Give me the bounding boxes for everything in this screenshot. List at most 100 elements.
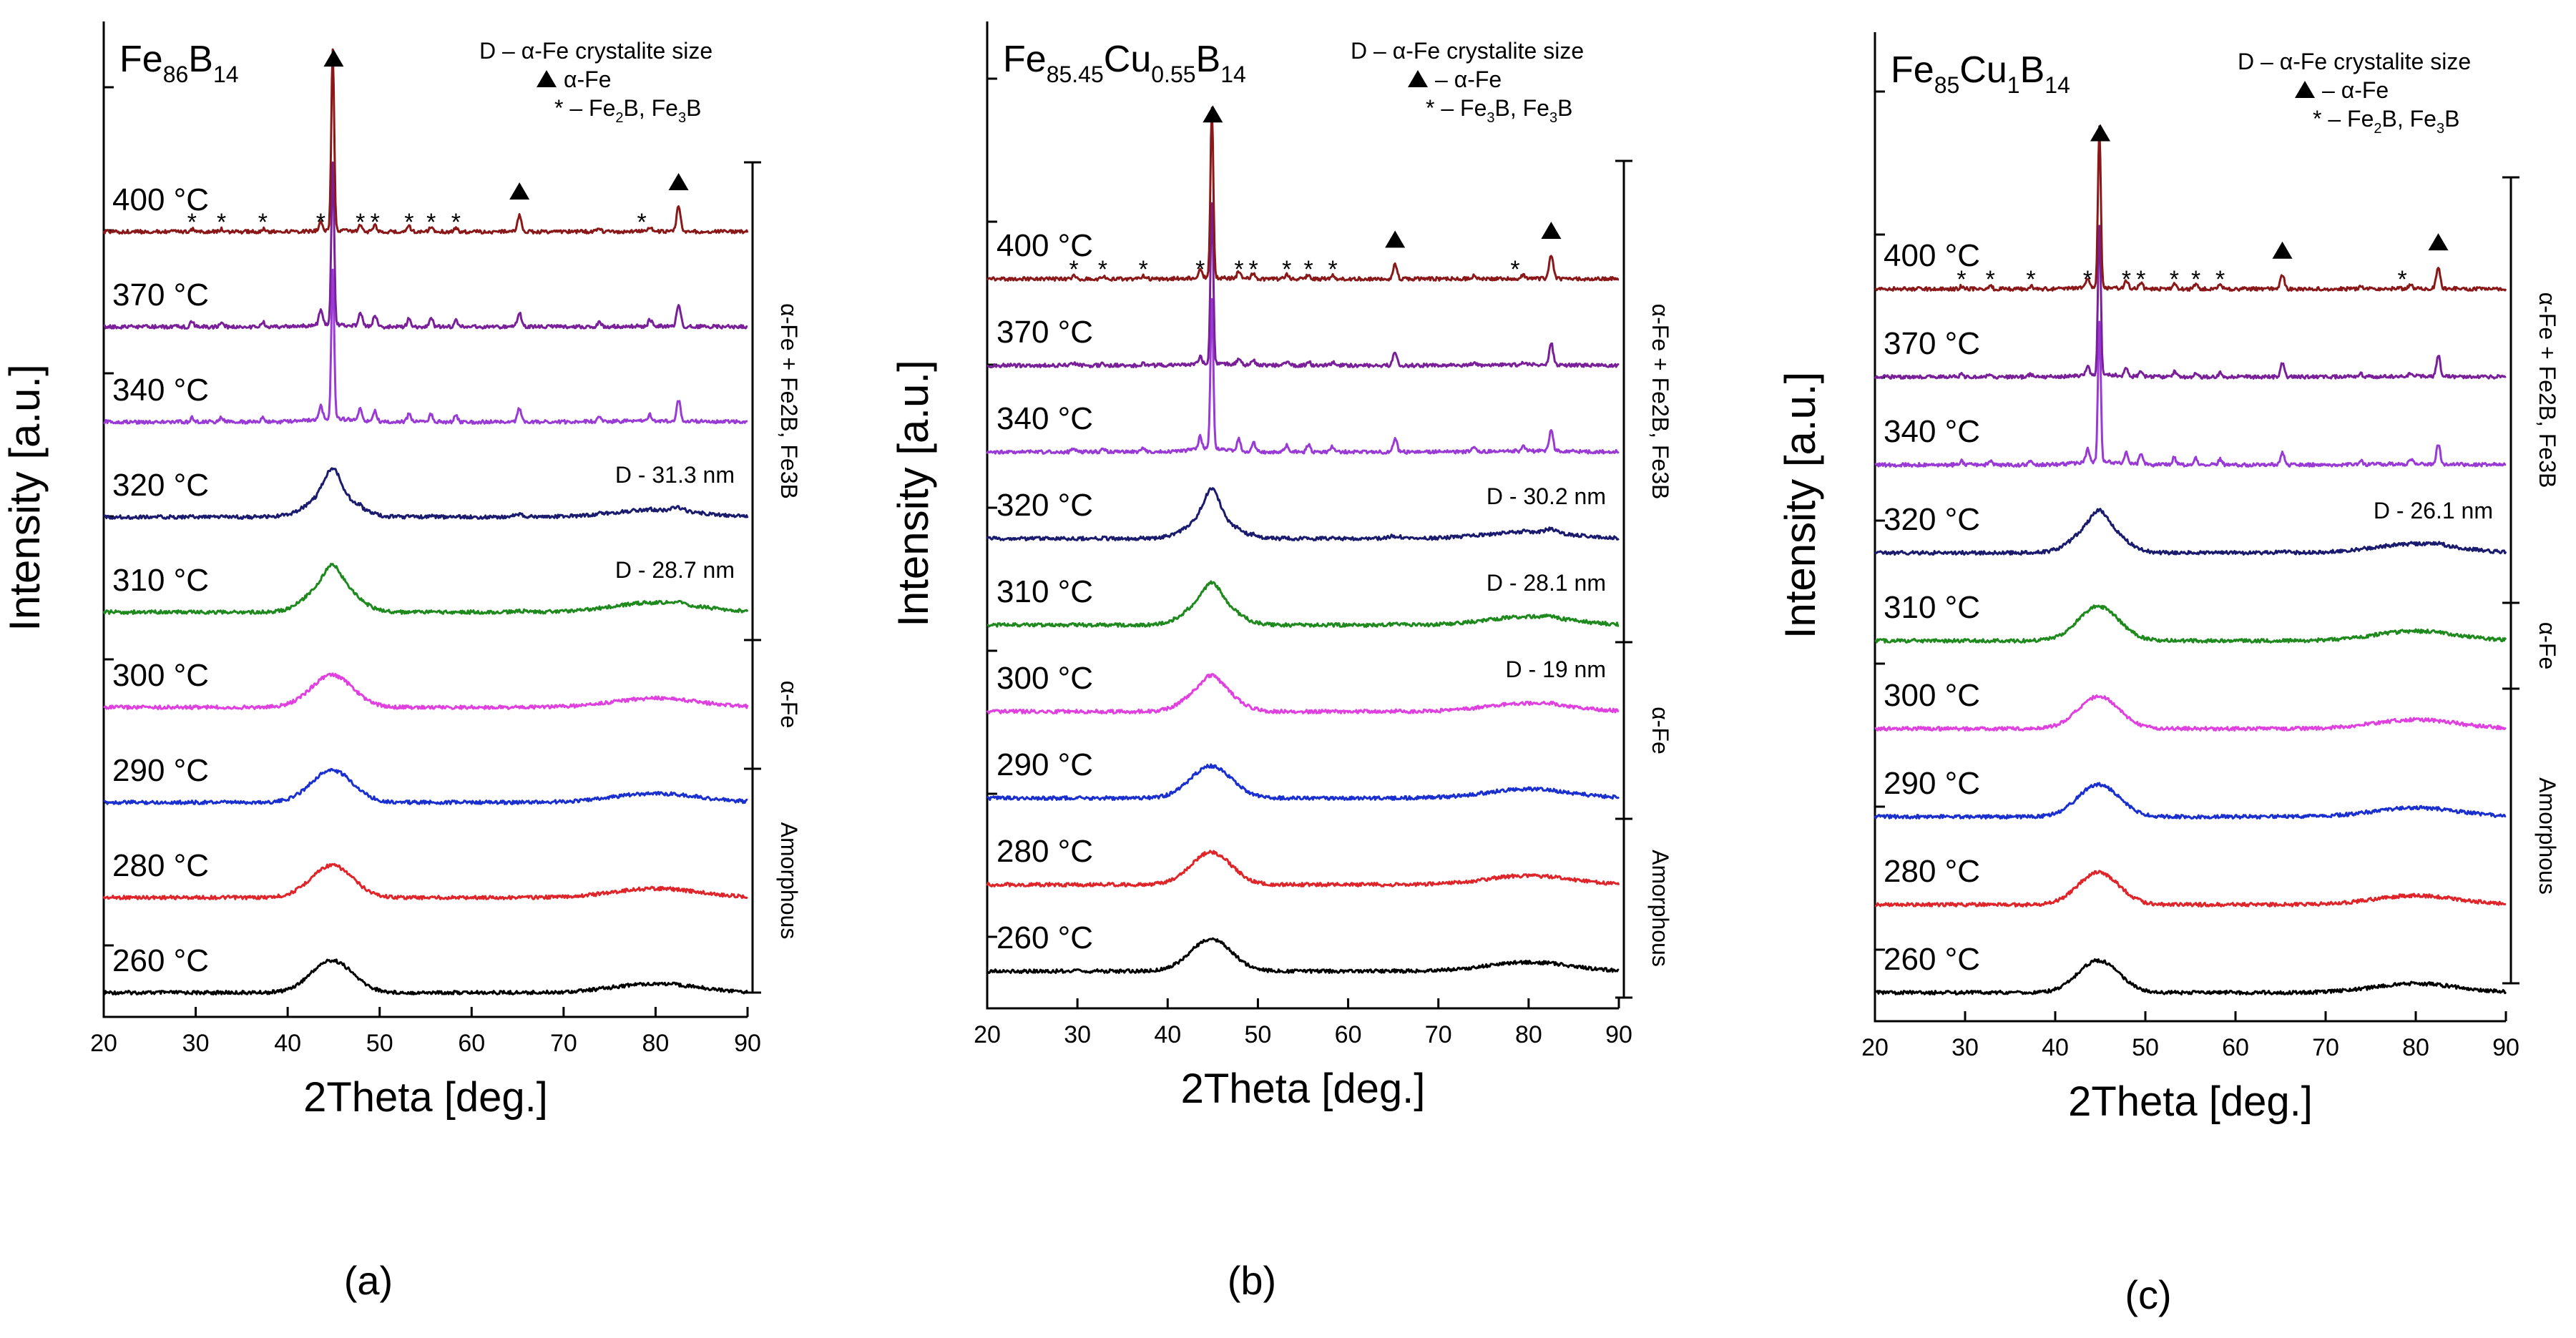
phase-label-crystalline: α-Fe + Fe2B, Fe3B <box>2535 292 2560 488</box>
xrd-trace <box>1874 870 2507 907</box>
xrd-trace <box>103 268 748 425</box>
phase-label-alpha-fe: α-Fe <box>2535 622 2560 670</box>
xrd-trace <box>1874 225 2507 380</box>
x-tick-label: 90 <box>734 1030 761 1057</box>
phase-label-amorphous: Amorphous <box>776 822 802 940</box>
xrd-trace <box>103 161 748 330</box>
boride-peak-marker: * <box>637 209 647 236</box>
xrd-trace <box>1874 320 2507 468</box>
x-tick-label: 20 <box>974 1021 1001 1048</box>
boride-peak-marker: * <box>1303 256 1313 283</box>
temperature-label: 400 °C <box>1884 238 1980 273</box>
alpha-fe-triangle-icon <box>537 70 557 87</box>
temperature-label: 400 °C <box>112 182 209 217</box>
phase-label-crystalline: α-Fe + Fe2B, Fe3B <box>1647 304 1673 500</box>
boride-peak-marker: * <box>356 209 365 236</box>
crystallite-size-annotation: D - 28.7 nm <box>615 557 735 583</box>
alpha-fe-peak-marker <box>1203 105 1223 123</box>
boride-peak-marker: * <box>426 209 436 236</box>
xrd-trace <box>1874 508 2507 556</box>
legend-alpha-fe: – α-Fe <box>1435 67 1502 92</box>
panel-a: 20 30 40 50 60 70 80 90 2Theta [deg.] Intensity [… <box>1 21 802 1303</box>
xrd-trace <box>986 850 1620 887</box>
temperature-label: 300 °C <box>996 661 1093 696</box>
panel-label: (a) <box>344 1258 393 1303</box>
xrd-trace <box>986 297 1620 455</box>
phase-label-crystalline: α-Fe + Fe2B, Fe3B <box>776 303 802 499</box>
xrd-trace <box>1874 782 2507 820</box>
x-tick-label: 50 <box>366 1030 393 1057</box>
boride-peak-marker: * <box>2170 266 2179 293</box>
crystallite-size-annotation: D - 28.1 nm <box>1487 570 1606 596</box>
crystallite-size-annotation: D - 30.2 nm <box>1487 483 1606 509</box>
x-tick-label: 40 <box>274 1030 301 1057</box>
legend-crystallite-size: D – α-Fe crystalite size <box>1351 38 1584 64</box>
xrd-trace <box>986 763 1620 801</box>
x-tick-label: 80 <box>1515 1021 1542 1048</box>
legend-crystallite-size: D – α-Fe crystalite size <box>2238 49 2471 74</box>
legend-alpha-fe: – α-Fe <box>2322 77 2389 103</box>
temperature-label: 280 °C <box>1884 854 1980 889</box>
boride-peak-marker: * <box>1139 256 1148 283</box>
boride-peak-marker: * <box>451 209 461 236</box>
x-tick-label: 40 <box>2042 1034 2069 1061</box>
crystallite-size-annotation: D - 31.3 nm <box>615 462 735 488</box>
temperature-label: 320 °C <box>996 488 1093 523</box>
temperature-label: 320 °C <box>112 468 209 503</box>
boride-peak-marker: * <box>316 209 325 236</box>
panel-label: (c) <box>2125 1272 2171 1317</box>
xrd-trace <box>1874 604 2507 644</box>
boride-peak-marker: * <box>258 209 268 236</box>
boride-peak-marker: * <box>1328 256 1338 283</box>
x-tick-label: 30 <box>1064 1021 1091 1048</box>
x-tick-label: 20 <box>1861 1034 1889 1061</box>
xrd-trace <box>1874 694 2507 732</box>
boride-peak-marker: * <box>2397 266 2406 293</box>
temperature-label: 400 °C <box>996 228 1093 263</box>
temperature-label: 290 °C <box>996 747 1093 782</box>
x-axis-label: 2Theta [deg.] <box>1181 1066 1426 1112</box>
temperature-label: 370 °C <box>1884 326 1980 361</box>
boride-peak-marker: * <box>1069 256 1078 283</box>
x-tick-label: 70 <box>550 1030 577 1057</box>
temperature-label: 260 °C <box>996 920 1093 955</box>
x-tick-label: 40 <box>1154 1021 1181 1048</box>
temperature-label: 280 °C <box>996 834 1093 869</box>
x-tick-label: 20 <box>90 1030 117 1057</box>
crystallite-size-annotation: D - 26.1 nm <box>2374 498 2493 523</box>
boride-peak-marker: * <box>2083 266 2092 293</box>
temperature-label: 340 °C <box>1884 414 1980 449</box>
xrd-trace <box>102 958 749 995</box>
alloy-title: Fe85Cu1B14 <box>1891 49 2070 98</box>
x-tick-label: 70 <box>2312 1034 2339 1061</box>
boride-peak-marker: * <box>1957 266 1966 293</box>
boride-peak-marker: * <box>187 209 197 236</box>
xrd-trace <box>986 673 1620 714</box>
y-axis-label: Intensity [a.u.] <box>1 364 49 631</box>
temperature-label: 310 °C <box>112 563 209 598</box>
boride-peak-marker: * <box>2026 266 2035 293</box>
x-tick-label: 30 <box>182 1030 210 1057</box>
xrd-trace <box>103 767 748 805</box>
alpha-fe-peak-marker <box>2272 241 2293 259</box>
boride-peak-marker: * <box>1986 266 1995 293</box>
legend-boride: * – Fe2B, Fe3B <box>2313 106 2459 137</box>
x-tick-label: 30 <box>1951 1034 1979 1061</box>
boride-peak-marker: * <box>217 209 226 236</box>
temperature-label: 370 °C <box>996 315 1093 350</box>
boride-peak-marker: * <box>1282 256 1291 283</box>
xrd-trace <box>986 487 1620 541</box>
xrd-trace <box>103 672 749 710</box>
temperature-label: 340 °C <box>112 373 209 408</box>
x-axis-label: 2Theta [deg.] <box>2068 1078 2313 1125</box>
x-tick-label: 50 <box>1245 1021 1272 1048</box>
boride-peak-marker: * <box>371 209 380 236</box>
boride-peak-marker: * <box>2122 266 2131 293</box>
xrd-trace <box>986 107 1620 282</box>
xrd-trace <box>986 202 1620 368</box>
phase-label-alpha-fe: α-Fe <box>1647 707 1673 754</box>
alloy-title: Fe86B14 <box>119 39 239 87</box>
x-tick-label: 80 <box>2402 1034 2429 1061</box>
x-tick-label: 60 <box>458 1030 485 1057</box>
panel-b: 20 30 40 50 60 70 80 90 2Theta [deg.] Intensity [… <box>889 21 1673 1303</box>
